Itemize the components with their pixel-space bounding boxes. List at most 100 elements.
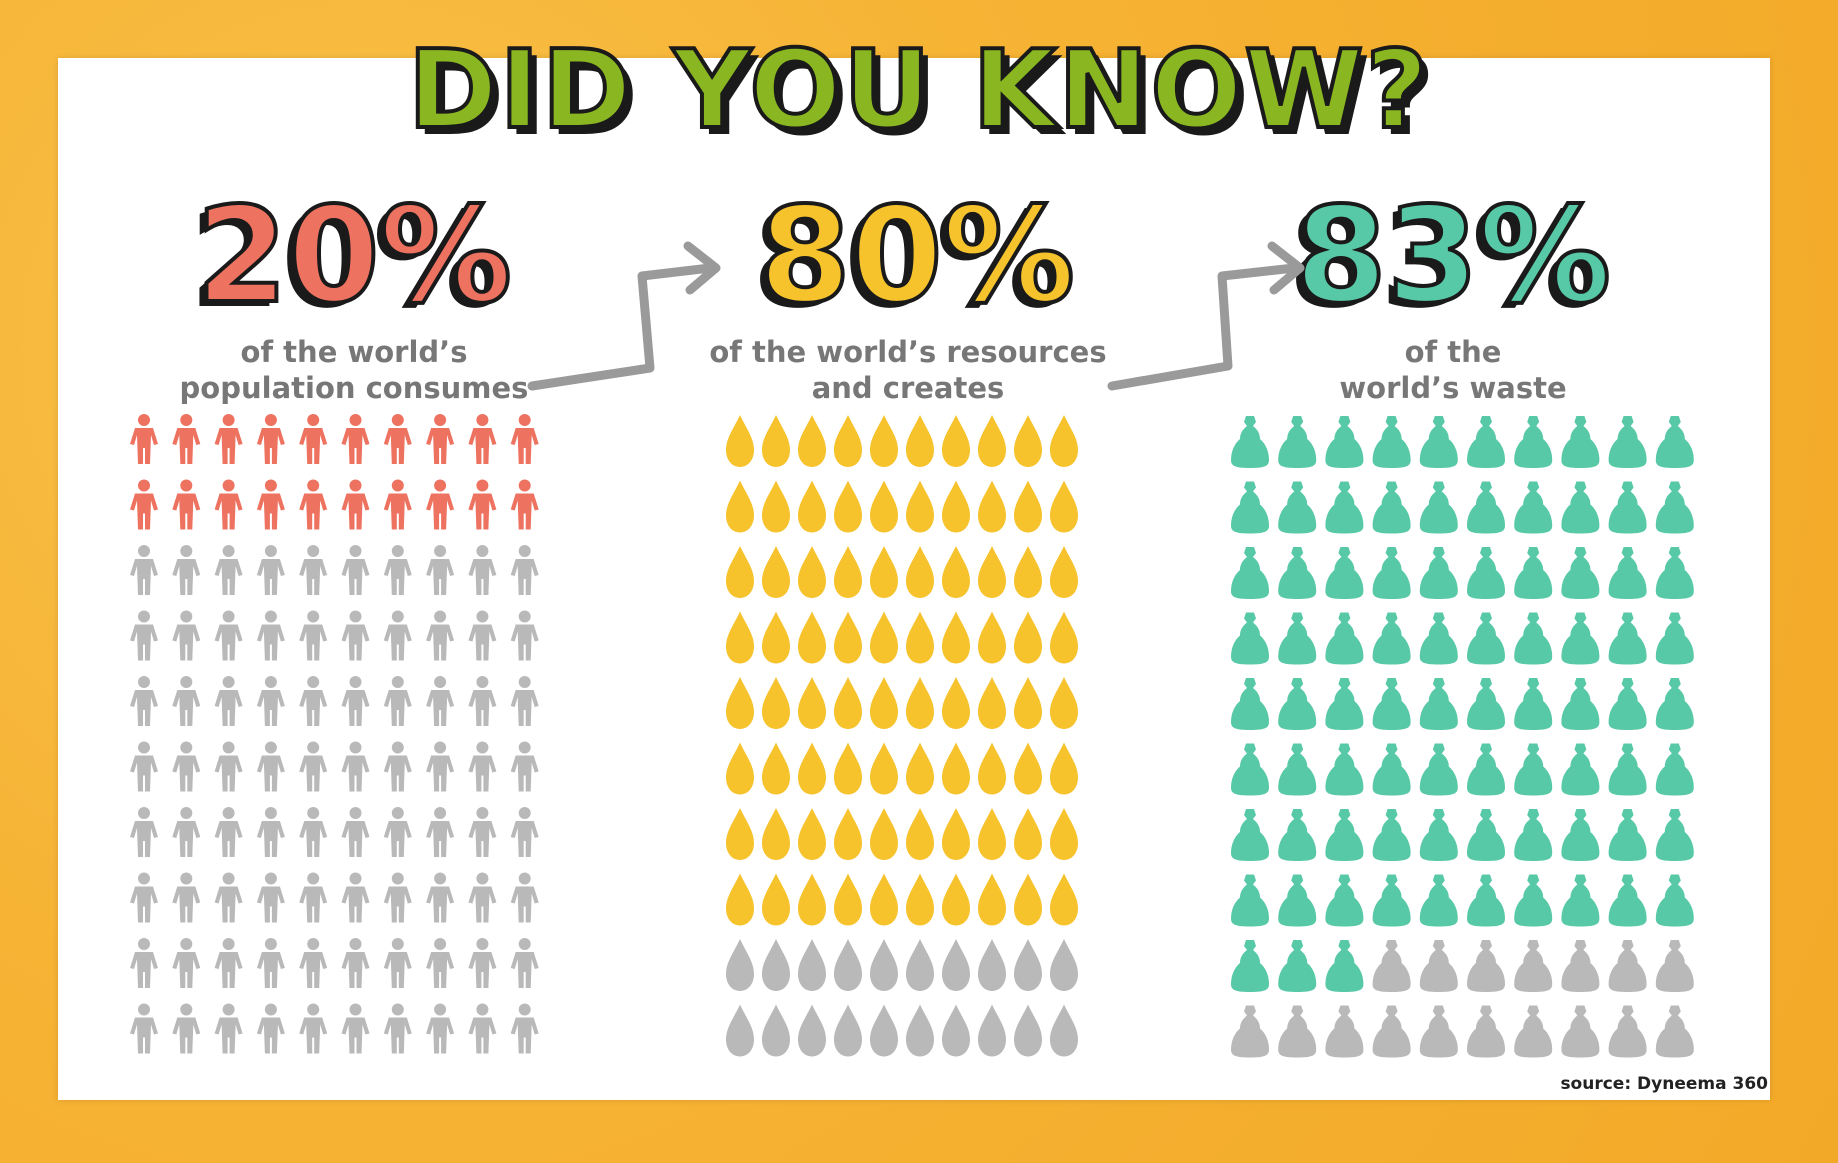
trash-bag-icon (1561, 481, 1600, 534)
drop-icon (1050, 611, 1078, 664)
population-waffle-chart (130, 414, 539, 1054)
person-icon (383, 414, 412, 464)
trash-bag-icon (1231, 940, 1269, 992)
drop-icon (1014, 611, 1042, 664)
drop-icon-inactive (798, 1004, 826, 1057)
person-icon-inactive (468, 938, 497, 988)
person-icon-inactive (341, 610, 370, 661)
drop-icon (942, 742, 970, 795)
trash-bag-icon (1372, 612, 1411, 665)
person-icon-inactive (383, 676, 412, 726)
person-icon-inactive (383, 1003, 412, 1054)
trash-bag-icon (1467, 874, 1505, 927)
trash-bag-icon (1514, 481, 1553, 534)
resources-caption-line-1: of the world’s resources (709, 335, 1107, 369)
drop-icon (834, 677, 862, 729)
trash-bag-icon (1467, 547, 1505, 599)
person-icon-inactive (341, 938, 370, 988)
drop-icon (978, 611, 1006, 664)
trash-bag-icon (1608, 743, 1647, 796)
drop-icon (798, 677, 826, 729)
drop-icon (906, 611, 934, 664)
trash-bag-icon (1608, 678, 1647, 730)
trash-bag-icon (1561, 874, 1600, 927)
drop-icon-inactive (870, 1004, 898, 1057)
drop-icon (834, 742, 862, 795)
drop-icon (942, 873, 970, 926)
drop-icon-inactive (1014, 1004, 1042, 1057)
person-icon (341, 479, 370, 530)
drop-icon (906, 873, 934, 926)
person-icon-inactive (256, 1003, 285, 1054)
drop-icon (906, 415, 934, 467)
waste-percent: 83% (1293, 179, 1613, 333)
drop-icon (834, 415, 862, 467)
trash-bag-icon (1231, 612, 1269, 665)
drop-icon (1014, 415, 1042, 467)
drop-icon (1050, 546, 1078, 598)
person-icon-inactive (468, 610, 497, 661)
trash-bag-icon (1655, 874, 1694, 927)
person-icon-inactive (214, 872, 243, 923)
trash-bag-icon (1467, 678, 1505, 730)
person-icon-inactive (426, 610, 455, 661)
arrow-2-icon (1107, 241, 1305, 391)
trash-bag-icon (1325, 940, 1364, 992)
person-icon-inactive (130, 676, 158, 726)
person-icon-inactive (299, 741, 328, 792)
person-icon-inactive (299, 872, 328, 923)
trash-bag-icon (1608, 416, 1647, 468)
drop-icon (762, 480, 790, 533)
drop-icon-inactive (942, 1004, 970, 1057)
trash-bag-icon (1278, 678, 1317, 730)
person-icon-inactive (130, 545, 158, 595)
drop-icon (1050, 480, 1078, 533)
drop-icon (1050, 742, 1078, 795)
trash-bag-icon (1655, 612, 1694, 665)
trash-bag-icon (1372, 547, 1411, 599)
person-icon-inactive (172, 807, 201, 857)
trash-bag-icon (1278, 874, 1317, 927)
person-icon-inactive (256, 872, 285, 923)
drop-icon (798, 742, 826, 795)
drop-icon (798, 873, 826, 926)
drop-icon (798, 611, 826, 664)
drop-icon (1050, 415, 1078, 467)
resources-waffle-chart (726, 415, 1078, 1057)
trash-bag-icon (1325, 809, 1364, 861)
trash-bag-icon (1419, 743, 1458, 796)
drop-icon (1050, 808, 1078, 860)
population-caption-line-1: of the world’s (240, 335, 468, 369)
trash-bag-icon (1231, 547, 1269, 599)
trash-bag-icon (1278, 940, 1317, 992)
trash-bag-icon (1655, 481, 1694, 534)
trash-bag-icon (1467, 809, 1505, 861)
drop-icon (1050, 677, 1078, 729)
drop-icon (978, 415, 1006, 467)
drop-icon (726, 808, 754, 860)
person-icon-inactive (214, 545, 243, 595)
trash-bag-icon (1419, 874, 1458, 927)
trash-bag-icon-inactive (1419, 940, 1458, 992)
trash-bag-icon (1419, 809, 1458, 861)
person-icon-inactive (256, 545, 285, 595)
trash-bag-icon-inactive (1467, 1005, 1505, 1058)
person-icon-inactive (426, 741, 455, 792)
person-icon-inactive (130, 938, 158, 988)
drop-icon (1014, 808, 1042, 860)
drop-icon-inactive (726, 1004, 754, 1057)
person-icon-inactive (214, 610, 243, 661)
person-icon (256, 414, 285, 464)
trash-bag-icon (1231, 743, 1269, 796)
drop-icon (834, 808, 862, 860)
person-icon-inactive (426, 676, 455, 726)
person-icon-inactive (341, 1003, 370, 1054)
person-icon-inactive (510, 1003, 539, 1054)
person-icon-inactive (510, 741, 539, 792)
drop-icon (798, 480, 826, 533)
person-icon-inactive (426, 872, 455, 923)
person-icon-inactive (426, 545, 455, 595)
person-icon-inactive (299, 1003, 328, 1054)
drop-icon (870, 677, 898, 729)
